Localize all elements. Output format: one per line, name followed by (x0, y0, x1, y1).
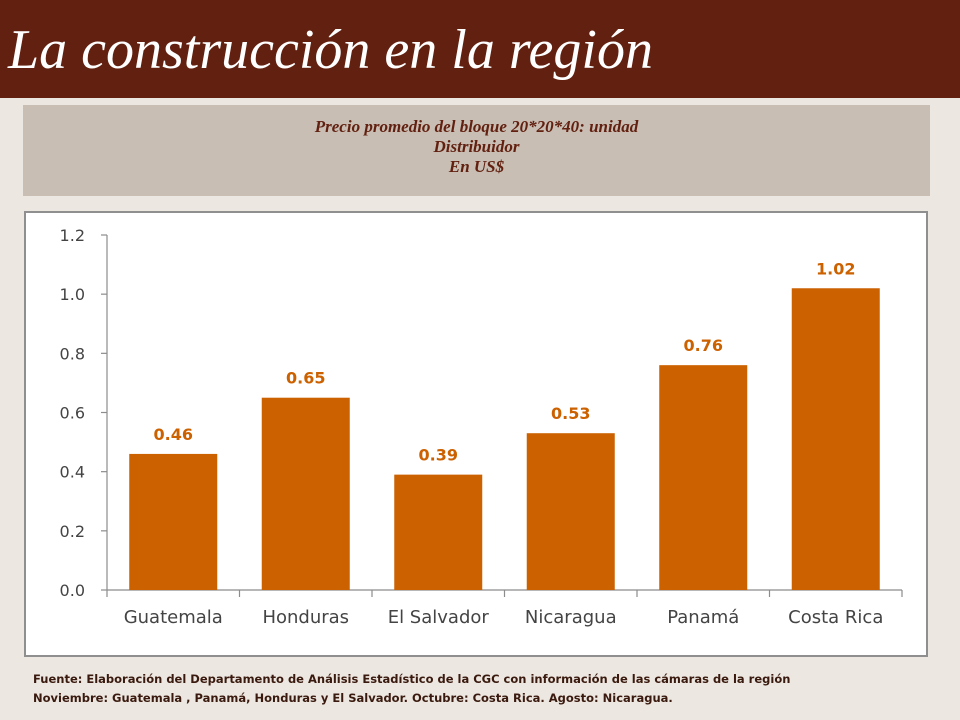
title-bar: La construcción en la región (0, 0, 960, 98)
y-tick-label: 0.2 (60, 522, 85, 541)
slide-title: La construcción en la región (8, 19, 653, 81)
bar (659, 365, 748, 590)
x-category-label: Guatemala (124, 607, 223, 628)
footnote-line-1: Fuente: Elaboración del Departamento de … (33, 672, 791, 686)
chart-subtitle-box: Precio promedio del bloque 20*20*40: uni… (23, 105, 930, 196)
bar-data-label: 0.46 (154, 425, 193, 444)
bar-data-label: 1.02 (816, 259, 855, 278)
footnote-line-2: Noviembre: Guatemala , Panamá, Honduras … (33, 691, 673, 705)
source-footnote: Fuente: Elaboración del Departamento de … (33, 670, 933, 708)
y-tick-label: 0.0 (60, 581, 85, 600)
y-tick-label: 0.6 (60, 404, 85, 423)
subtitle-line-3: En US$ (448, 157, 505, 176)
bar (394, 474, 483, 590)
bar-data-label: 0.76 (684, 336, 723, 355)
chart-frame: 0.0 0.2 0.4 0.6 0.8 1.0 1.2 0.46 Guatemala 0.65 Ho… (24, 211, 928, 657)
bar (526, 433, 615, 590)
subtitle-line-2: Distribuidor (433, 137, 520, 156)
subtitle-line-1: Precio promedio del bloque 20*20*40: uni… (314, 117, 639, 136)
x-category-label: Costa Rica (788, 607, 883, 628)
x-category-label: Panamá (667, 607, 739, 628)
x-category-label: El Salvador (388, 607, 490, 628)
x-category-label: Nicaragua (525, 607, 617, 628)
bar (261, 397, 350, 590)
y-tick-label: 1.0 (60, 285, 85, 304)
bar-chart: 0.0 0.2 0.4 0.6 0.8 1.0 1.2 0.46 Guatemala 0.65 Ho… (60, 226, 903, 628)
bar-data-label: 0.65 (286, 369, 325, 388)
x-category-label: Honduras (262, 607, 349, 628)
y-tick-label: 0.8 (60, 344, 85, 363)
y-tick-label: 0.4 (60, 463, 85, 482)
bar (129, 453, 218, 590)
bar (791, 288, 880, 590)
bar-data-label: 0.39 (419, 446, 458, 465)
y-tick-label: 1.2 (60, 226, 85, 245)
bar-data-label: 0.53 (551, 404, 590, 423)
